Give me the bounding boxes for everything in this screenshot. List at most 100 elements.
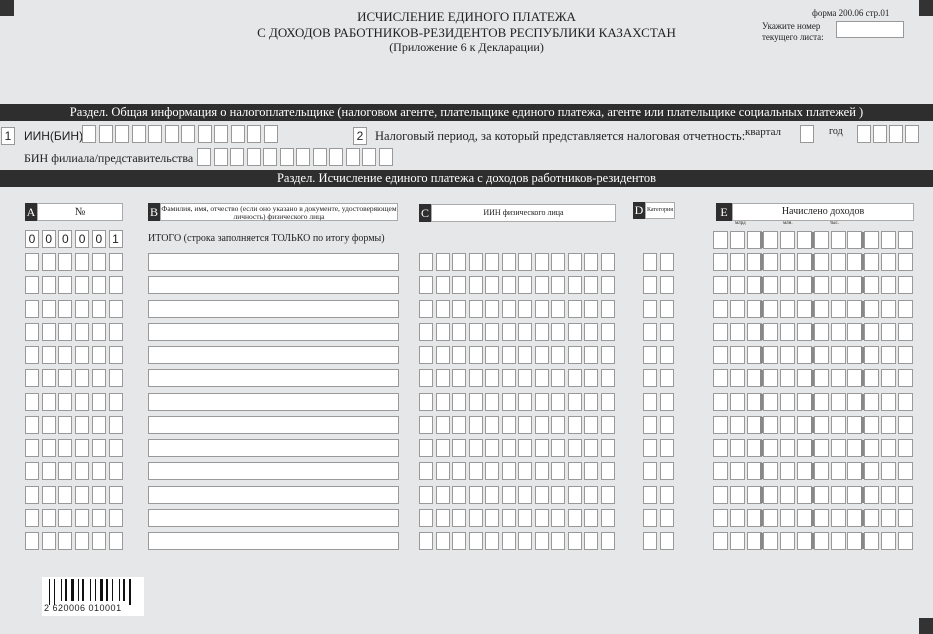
branch-bin-digit-box[interactable] xyxy=(263,148,277,166)
iin-person-digit-box[interactable] xyxy=(485,299,499,318)
row-number-digit-box[interactable] xyxy=(41,369,56,388)
row-number-digit-box[interactable] xyxy=(108,369,123,388)
iin-person-digit-box[interactable] xyxy=(600,392,615,411)
iin-person-digit-box[interactable] xyxy=(419,276,433,295)
iin-person-digit-box[interactable] xyxy=(501,346,516,364)
row-number-digit-box[interactable] xyxy=(91,485,106,504)
iin-person-digit-box[interactable] xyxy=(567,485,582,504)
income-digit-box[interactable] xyxy=(797,532,812,550)
row-number-digit-box[interactable] xyxy=(91,253,106,271)
income-digit-box[interactable] xyxy=(897,253,913,271)
row-number-digit-box[interactable] xyxy=(41,439,56,457)
row-number-digit-box[interactable] xyxy=(75,322,90,341)
iin-person-digit-box[interactable] xyxy=(600,276,615,295)
fullname-input[interactable] xyxy=(148,253,399,271)
row-number-digit-box[interactable] xyxy=(25,462,39,481)
iin-person-digit-box[interactable] xyxy=(419,299,433,318)
iin-person-digit-box[interactable] xyxy=(567,253,582,271)
iin-person-digit-box[interactable] xyxy=(567,462,582,481)
income-digit-box[interactable] xyxy=(763,392,779,411)
income-digit-box[interactable] xyxy=(729,415,745,434)
income-digit-box[interactable] xyxy=(713,369,728,388)
iin-person-digit-box[interactable] xyxy=(501,299,516,318)
iin-person-digit-box[interactable] xyxy=(435,508,450,527)
iin-person-digit-box[interactable] xyxy=(468,485,483,504)
income-digit-box[interactable] xyxy=(813,485,829,504)
iin-person-digit-box[interactable] xyxy=(468,276,483,295)
income-digit-box[interactable] xyxy=(713,253,728,271)
income-digit-box[interactable] xyxy=(847,369,863,388)
iin-person-digit-box[interactable] xyxy=(534,322,549,341)
iin-person-digit-box[interactable] xyxy=(468,439,483,457)
iin-person-digit-box[interactable] xyxy=(468,369,483,388)
iin-person-digit-box[interactable] xyxy=(485,253,499,271)
income-digit-box[interactable] xyxy=(763,439,779,457)
row-number-digit-box[interactable] xyxy=(58,322,73,341)
income-digit-box[interactable] xyxy=(763,485,779,504)
iin-person-digit-box[interactable] xyxy=(600,462,615,481)
iin-digit-box[interactable] xyxy=(181,125,195,143)
iin-person-digit-box[interactable] xyxy=(452,346,466,364)
income-digit-box[interactable] xyxy=(746,231,762,249)
income-digit-box[interactable] xyxy=(847,508,863,527)
income-digit-box[interactable] xyxy=(830,462,846,481)
iin-person-digit-box[interactable] xyxy=(567,276,582,295)
row-number-digit-box[interactable] xyxy=(25,415,39,434)
iin-person-digit-box[interactable] xyxy=(518,415,532,434)
income-digit-box[interactable] xyxy=(797,462,812,481)
iin-person-digit-box[interactable] xyxy=(551,299,565,318)
category-digit-box[interactable] xyxy=(659,439,674,457)
income-digit-box[interactable] xyxy=(746,253,762,271)
income-digit-box[interactable] xyxy=(830,299,846,318)
income-digit-box[interactable] xyxy=(763,369,779,388)
iin-person-digit-box[interactable] xyxy=(551,532,565,550)
category-digit-box[interactable] xyxy=(659,485,674,504)
row-number-digit-box[interactable] xyxy=(75,346,90,364)
row-number-digit-box[interactable] xyxy=(75,253,90,271)
row-number-digit-box[interactable] xyxy=(91,392,106,411)
iin-person-digit-box[interactable] xyxy=(501,253,516,271)
row-number-digit-box[interactable] xyxy=(41,276,56,295)
income-digit-box[interactable] xyxy=(746,346,762,364)
income-digit-box[interactable] xyxy=(830,439,846,457)
iin-person-digit-box[interactable] xyxy=(435,276,450,295)
income-digit-box[interactable] xyxy=(780,532,796,550)
iin-person-digit-box[interactable] xyxy=(584,532,598,550)
iin-person-digit-box[interactable] xyxy=(518,485,532,504)
income-digit-box[interactable] xyxy=(746,276,762,295)
income-digit-box[interactable] xyxy=(780,253,796,271)
iin-person-digit-box[interactable] xyxy=(600,253,615,271)
iin-person-digit-box[interactable] xyxy=(419,485,433,504)
category-digit-box[interactable] xyxy=(643,346,657,364)
fullname-input[interactable] xyxy=(148,299,399,318)
iin-person-digit-box[interactable] xyxy=(518,322,532,341)
income-digit-box[interactable] xyxy=(797,508,812,527)
iin-person-digit-box[interactable] xyxy=(584,299,598,318)
income-digit-box[interactable] xyxy=(780,276,796,295)
iin-person-digit-box[interactable] xyxy=(485,346,499,364)
row-number-digit-box[interactable] xyxy=(91,508,106,527)
income-digit-box[interactable] xyxy=(813,462,829,481)
category-digit-box[interactable] xyxy=(643,276,657,295)
row-number-digit-box[interactable] xyxy=(75,462,90,481)
income-digit-box[interactable] xyxy=(797,369,812,388)
income-digit-box[interactable] xyxy=(881,415,896,434)
iin-person-digit-box[interactable] xyxy=(452,322,466,341)
income-digit-box[interactable] xyxy=(897,415,913,434)
iin-person-digit-box[interactable] xyxy=(485,485,499,504)
category-digit-box[interactable] xyxy=(643,532,657,550)
iin-person-digit-box[interactable] xyxy=(485,508,499,527)
iin-person-digit-box[interactable] xyxy=(501,322,516,341)
row-number-digit-box[interactable] xyxy=(75,276,90,295)
income-digit-box[interactable] xyxy=(864,322,880,341)
category-digit-box[interactable] xyxy=(659,532,674,550)
row-number-digit-box[interactable] xyxy=(25,253,39,271)
income-digit-box[interactable] xyxy=(763,508,779,527)
income-digit-box[interactable] xyxy=(881,508,896,527)
row-number-digit-box[interactable] xyxy=(25,532,39,550)
row-number-digit-box[interactable] xyxy=(91,299,106,318)
income-digit-box[interactable] xyxy=(713,346,728,364)
iin-person-digit-box[interactable] xyxy=(501,439,516,457)
row-number-digit-box[interactable] xyxy=(108,415,123,434)
category-digit-box[interactable] xyxy=(659,322,674,341)
